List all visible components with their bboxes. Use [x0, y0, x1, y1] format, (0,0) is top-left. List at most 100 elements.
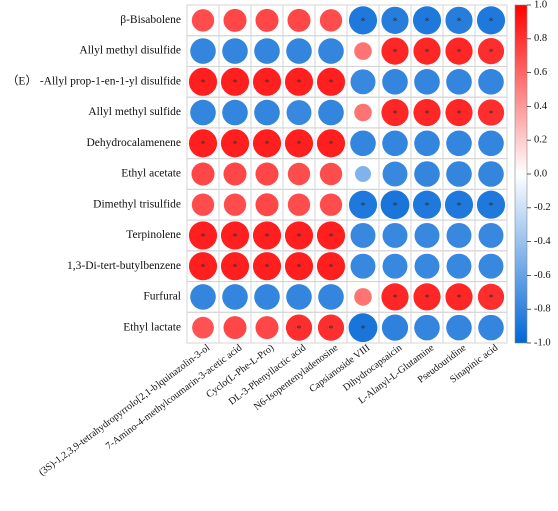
significance-star: * [489, 109, 494, 120]
significance-star: * [297, 78, 302, 89]
correlation-circle [318, 99, 344, 126]
correlation-circle [350, 222, 376, 248]
colorbar-tick-label: -0.2 [534, 202, 551, 213]
row-label: Dimethyl trisulfide [93, 198, 181, 210]
correlation-circle [252, 67, 282, 96]
significance-star: * [425, 109, 430, 120]
significance-star: * [233, 262, 238, 273]
correlation-circle [414, 161, 440, 187]
significance-star: * [329, 262, 334, 273]
correlation-circle [252, 129, 282, 158]
correlation-circle [220, 67, 250, 96]
correlation-circle [413, 37, 441, 65]
significance-star: * [489, 17, 494, 28]
correlation-circle [444, 190, 474, 219]
row-label: Ethyl lactate [123, 321, 181, 333]
correlation-circle [354, 42, 372, 60]
correlation-circle [252, 221, 282, 250]
significance-star: * [201, 232, 206, 243]
significance-star: * [329, 324, 334, 335]
correlation-circle [319, 9, 343, 32]
correlation-circle [254, 38, 280, 64]
significance-star: * [233, 140, 238, 151]
correlation-circle [446, 253, 472, 279]
significance-star: * [297, 140, 302, 151]
significance-star: * [457, 293, 462, 304]
correlation-circle [354, 103, 372, 122]
correlation-circle [445, 37, 473, 65]
correlation-circle [414, 130, 440, 157]
correlation-circle [348, 313, 378, 343]
correlation-circle [414, 253, 440, 279]
correlation-circle [188, 129, 218, 158]
correlation-circle [287, 8, 311, 32]
significance-star: * [489, 293, 494, 304]
significance-star: * [393, 109, 398, 120]
significance-star: * [201, 262, 206, 273]
colorbar-tick-label: 1.0 [534, 0, 547, 10]
correlation-circle [354, 288, 372, 306]
correlation-circle [188, 252, 218, 281]
significance-star: * [361, 201, 366, 212]
correlation-circle [191, 193, 215, 216]
significance-star: * [425, 201, 430, 212]
colorbar-tick-label: 0.8 [534, 33, 547, 44]
significance-star: * [329, 232, 334, 243]
colorbar-tick-label: -0.6 [534, 270, 551, 281]
significance-star: * [425, 47, 430, 58]
correlation-circle [381, 314, 409, 341]
significance-star: * [297, 262, 302, 273]
colorbar [514, 4, 528, 344]
significance-star: * [393, 17, 398, 28]
significance-star: * [265, 140, 270, 151]
significance-star: * [201, 78, 206, 89]
colorbar-tick-label: 0.6 [534, 67, 547, 78]
significance-star: * [265, 232, 270, 243]
correlation-circle [413, 283, 441, 311]
correlation-circle [255, 8, 279, 32]
correlation-circle [381, 98, 409, 127]
significance-star: * [425, 17, 430, 28]
correlation-circle [355, 166, 371, 182]
correlation-circle [381, 6, 409, 34]
correlation-circle [287, 162, 311, 186]
significance-star: * [233, 78, 238, 89]
correlation-circle [446, 161, 472, 187]
significance-star: * [393, 293, 398, 304]
significance-star: * [361, 324, 366, 335]
correlation-circle [190, 99, 216, 126]
correlation-circle [223, 8, 247, 32]
correlation-circle [319, 193, 343, 216]
correlation-circle [350, 69, 376, 95]
significance-star: * [425, 293, 430, 304]
correlation-circle [284, 252, 314, 281]
row-label: Ethyl acetate [121, 168, 181, 180]
row-label: Terpinolene [126, 229, 181, 241]
correlation-circle [191, 162, 215, 186]
correlation-circle [348, 6, 378, 35]
correlation-circle [319, 162, 343, 186]
correlation-circle [222, 284, 248, 310]
row-label: Furfural [143, 291, 181, 303]
significance-star: * [457, 201, 462, 212]
colorbar-tick-label: 0.2 [534, 135, 547, 146]
correlation-circle [382, 69, 408, 95]
correlation-circle [220, 252, 250, 281]
correlation-circle [382, 222, 408, 248]
row-label: （E） -Allyl prop-1-en-1-yl disulfide [7, 74, 181, 87]
correlation-circle [382, 161, 408, 187]
colorbar-tick-label: -0.8 [534, 304, 551, 315]
correlation-circle [316, 221, 346, 250]
significance-star: * [233, 232, 238, 243]
column-label: (3S)-1,2,3,9-tetrahydropyrrolo[2,1-b]qui… [37, 342, 212, 478]
colorbar-tick-label: -0.4 [534, 236, 551, 247]
correlation-circle [412, 190, 442, 219]
correlation-circle [286, 100, 312, 126]
correlation-circle [190, 38, 216, 64]
colorbar-tick-label: 0.4 [534, 101, 548, 112]
significance-star: * [297, 324, 302, 335]
correlation-circle [477, 99, 505, 126]
correlation-circle [412, 6, 442, 35]
correlation-circle [476, 190, 506, 219]
